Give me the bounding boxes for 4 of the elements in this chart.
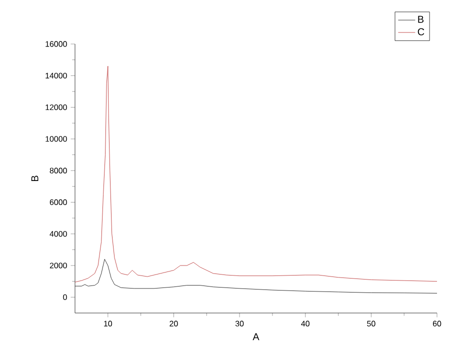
y-axis-title: B	[31, 176, 38, 182]
x-axis-title: A	[252, 333, 260, 340]
legend-label: B	[418, 16, 424, 23]
legend-label: C	[418, 28, 424, 36]
